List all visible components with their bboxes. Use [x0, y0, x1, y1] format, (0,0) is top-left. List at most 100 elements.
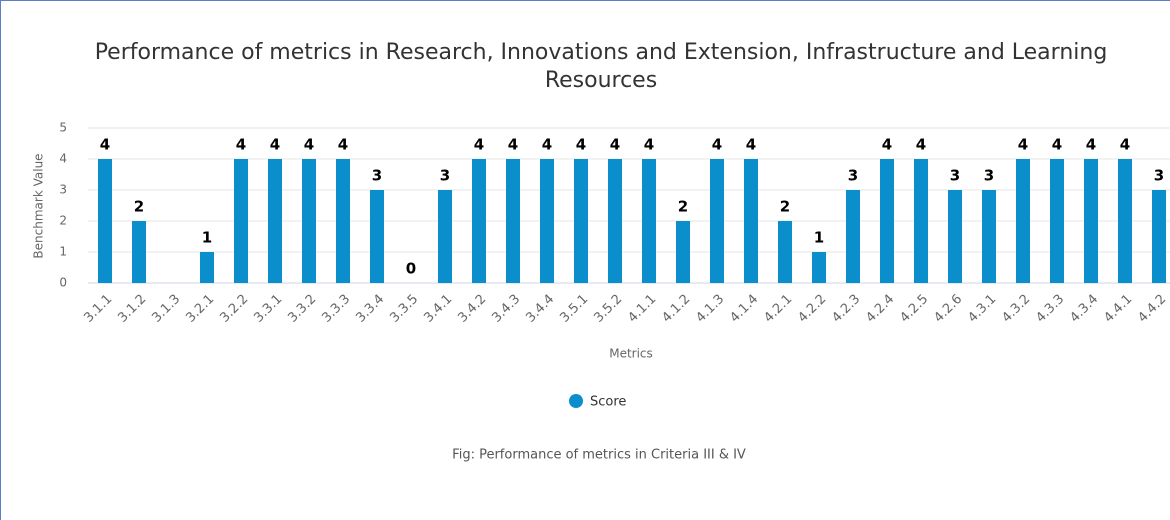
bar	[642, 159, 656, 283]
data-label: 3	[984, 167, 994, 185]
x-tick-label: 4.2.1	[761, 292, 795, 326]
x-tick-label: 3.4.4	[523, 292, 557, 326]
x-tick-label: 3.3.4	[353, 292, 387, 326]
bar	[98, 159, 112, 283]
data-label: 4	[712, 136, 722, 154]
x-tick-label: 3.4.1	[421, 292, 455, 326]
bar	[744, 159, 758, 283]
x-tick-label: 3.4.2	[455, 292, 489, 326]
data-label: 4	[1120, 136, 1130, 154]
x-tick-label: 3.5.1	[557, 292, 591, 326]
x-tick-label: 4.2.5	[897, 292, 931, 326]
y-tick-label: 3	[59, 183, 67, 197]
data-label: 2	[678, 198, 688, 216]
data-label: 4	[576, 136, 586, 154]
x-tick-label: 3.2.1	[183, 292, 217, 326]
data-label: 1	[814, 229, 824, 247]
bar	[982, 190, 996, 283]
x-tick-label: 3.3.1	[251, 292, 285, 326]
bar	[676, 221, 690, 283]
data-label: 3	[950, 167, 960, 185]
bar	[1084, 159, 1098, 283]
bar	[1152, 190, 1166, 283]
data-label: 4	[916, 136, 926, 154]
x-tick-label: 4.3.1	[965, 292, 999, 326]
bar	[302, 159, 316, 283]
data-label: 4	[100, 136, 110, 154]
y-tick-label: 1	[59, 245, 67, 259]
x-tick-label: 4.2.4	[863, 292, 897, 326]
bar	[336, 159, 350, 283]
data-label: 4	[610, 136, 620, 154]
bar	[1016, 159, 1030, 283]
bar	[438, 190, 452, 283]
legend-marker	[569, 394, 583, 408]
bar	[1118, 159, 1132, 283]
data-label: 3	[372, 167, 382, 185]
bar	[540, 159, 554, 283]
y-tick-label: 2	[59, 214, 67, 228]
bar	[914, 159, 928, 283]
data-label: 4	[882, 136, 892, 154]
bar	[710, 159, 724, 283]
data-label: 4	[304, 136, 314, 154]
x-tick-label: 3.3.5	[387, 292, 421, 326]
data-label: 4	[338, 136, 348, 154]
bar	[234, 159, 248, 283]
bar	[1050, 159, 1064, 283]
x-tick-label: 4.1.4	[727, 292, 761, 326]
bar	[948, 190, 962, 283]
y-tick-label: 4	[59, 152, 67, 166]
caption: Fig: Performance of metrics in Criteria …	[452, 448, 746, 463]
x-tick-label: 4.3.2	[999, 292, 1033, 326]
bar	[846, 190, 860, 283]
x-tick-label: 3.1.3	[149, 292, 183, 326]
y-tick-label: 5	[59, 121, 67, 135]
bar	[574, 159, 588, 283]
data-label: 4	[1052, 136, 1062, 154]
bar	[778, 221, 792, 283]
x-tick-label: 4.4.1	[1101, 292, 1135, 326]
data-label: 0	[406, 260, 416, 278]
legend-label: Score	[590, 395, 626, 410]
data-label: 4	[1018, 136, 1028, 154]
data-label: 4	[474, 136, 484, 154]
x-tick-label: 3.3.2	[285, 292, 319, 326]
data-label: 4	[644, 136, 654, 154]
x-tick-label: 3.2.2	[217, 292, 251, 326]
data-label: 4	[270, 136, 280, 154]
x-tick-label: 3.5.2	[591, 292, 625, 326]
bar	[268, 159, 282, 283]
data-label: 4	[236, 136, 246, 154]
data-label: 4	[542, 136, 552, 154]
x-tick-label: 4.2.6	[931, 292, 965, 326]
x-tick-label: 3.4.3	[489, 292, 523, 326]
bar	[472, 159, 486, 283]
data-label: 2	[134, 198, 144, 216]
x-tick-label: 4.2.2	[795, 292, 829, 326]
x-tick-label: 4.1.3	[693, 292, 727, 326]
bar	[370, 190, 384, 283]
chart-title: Performance of metrics in Research, Inno…	[94, 40, 1108, 93]
data-label: 3	[1154, 167, 1164, 185]
data-label: 3	[440, 167, 450, 185]
x-tick-label: 3.1.1	[81, 292, 115, 326]
bar	[200, 252, 214, 283]
x-tick-label: 3.1.2	[115, 292, 149, 326]
bar	[880, 159, 894, 283]
y-axis-title: Benchmark Value	[32, 153, 46, 258]
data-label: 4	[746, 136, 756, 154]
bar	[608, 159, 622, 283]
x-tick-label: 3.3.3	[319, 292, 353, 326]
data-label: 4	[1086, 136, 1096, 154]
data-label: 3	[848, 167, 858, 185]
data-label: 4	[508, 136, 518, 154]
bar	[132, 221, 146, 283]
y-tick-label: 0	[59, 276, 67, 290]
bar	[506, 159, 520, 283]
x-tick-label: 4.4.2	[1135, 292, 1169, 326]
x-axis-title: Metrics	[609, 347, 653, 361]
x-tick-label: 4.3.3	[1033, 292, 1067, 326]
